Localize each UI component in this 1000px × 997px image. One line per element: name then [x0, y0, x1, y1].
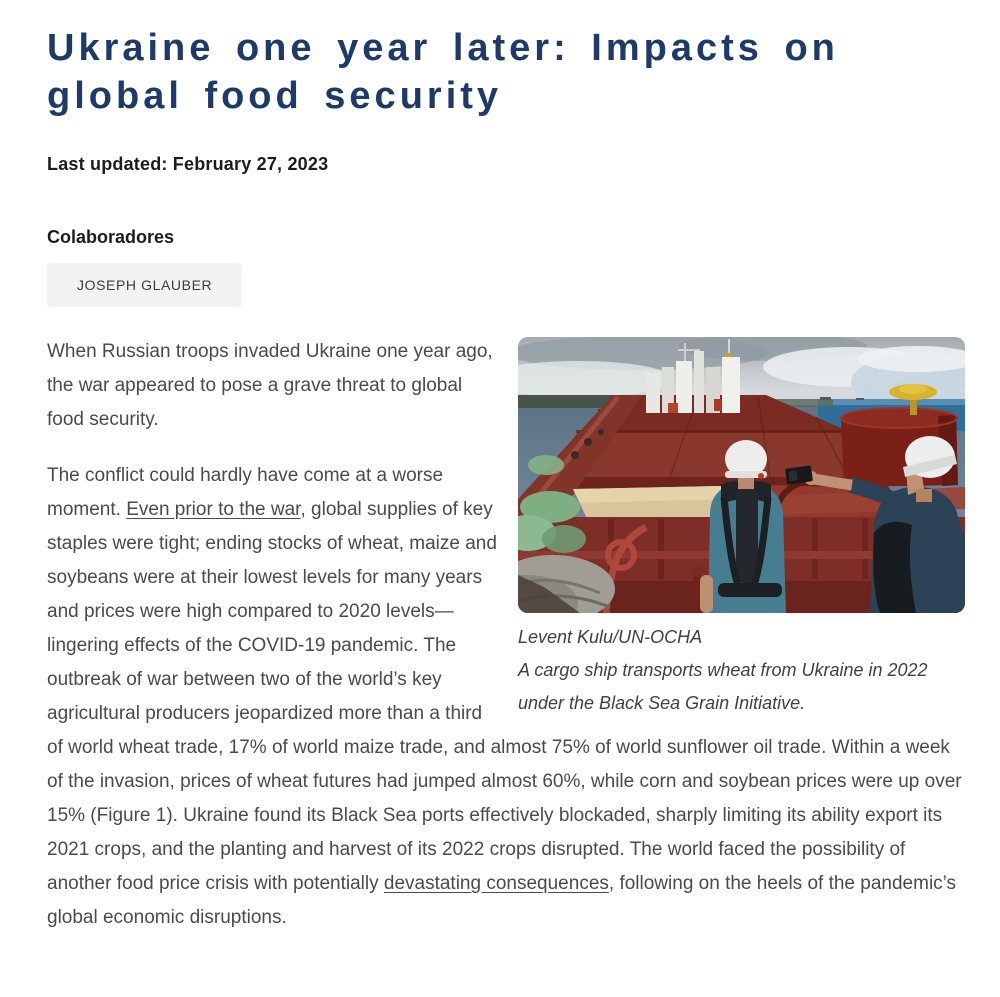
- article-paragraph-1: When Russian troops invaded Ukraine one …: [47, 341, 493, 430]
- text-segment: , following on the heels of the pandemic…: [47, 873, 957, 928]
- text-segment: , global supplies of key staples were ti…: [47, 499, 962, 894]
- cargo-ship-photo: [518, 337, 965, 613]
- link-devastating-consequences[interactable]: devastating consequences: [383, 873, 609, 894]
- last-updated-date: Last updated: February 27, 2023: [47, 154, 329, 174]
- crew-member-right: [785, 436, 965, 613]
- ship-superstructure: [646, 339, 740, 413]
- page-title: Ukraine one year later: Impacts on globa…: [47, 24, 965, 120]
- photo-caption: A cargo ship transports wheat from Ukrai…: [518, 660, 928, 713]
- article-body: Levent Kulu/UN-OCHA A cargo ship transpo…: [47, 335, 965, 957]
- link-even-prior-to-the-war[interactable]: Even prior to the war: [126, 499, 301, 520]
- photo-figcaption: Levent Kulu/UN-OCHA A cargo ship transpo…: [518, 621, 965, 720]
- article-figure: Levent Kulu/UN-OCHA A cargo ship transpo…: [518, 337, 965, 720]
- contributor-chip-joseph-glauber[interactable]: JOSEPH GLAUBER: [47, 263, 243, 307]
- crew-member-center: [700, 440, 786, 613]
- text-segment: The conflict could hardly have come at a…: [47, 465, 444, 520]
- page-title-line2: global food security: [47, 75, 503, 117]
- deck-tank: [840, 384, 958, 487]
- contributors-heading: Colaboradores: [47, 227, 175, 247]
- photo-credit: Levent Kulu/UN-OCHA: [518, 627, 703, 647]
- article-paragraph-2: The conflict could hardly have come at a…: [47, 459, 965, 935]
- page-title-line1: Ukraine one year later: Impacts on: [47, 27, 839, 69]
